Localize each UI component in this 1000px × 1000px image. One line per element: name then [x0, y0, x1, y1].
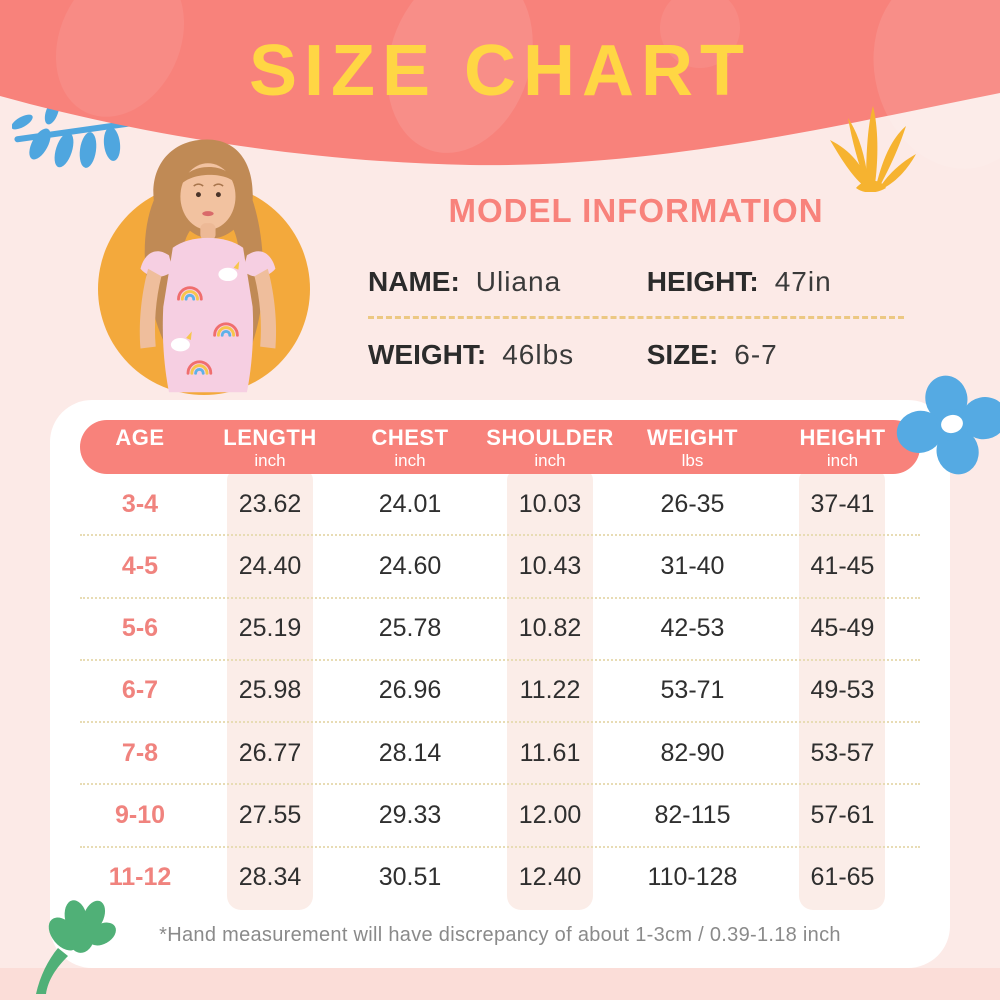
value-cell: 41-45: [810, 551, 875, 580]
column-header-age: AGE: [115, 425, 165, 450]
table-row: 3-4 23.62 24.01 10.03 26-35 37-41: [80, 474, 920, 537]
age-cell: 5-6: [121, 614, 159, 643]
value-cell: 53-57: [810, 738, 875, 767]
value-cell: 82-90: [660, 738, 725, 767]
name-value: Uliana: [475, 266, 562, 297]
value-cell: 28.34: [238, 863, 302, 892]
table-row: 11-12 28.34 30.51 12.40 110-128 61-65: [80, 848, 920, 908]
value-cell: 24.01: [378, 489, 442, 518]
column-header-weight: WEIGHT lbs: [647, 425, 738, 470]
model-photo: [139, 139, 277, 393]
size-value: 6-7: [734, 339, 778, 370]
value-cell: 61-65: [810, 863, 875, 892]
model-info-row: WEIGHT: 46lbs SIZE: 6-7: [368, 319, 904, 389]
value-cell: 10.82: [518, 614, 582, 643]
value-cell: 25.98: [238, 676, 302, 705]
page-title: SIZE CHART: [249, 31, 751, 111]
column-header-height: HEIGHT inch: [799, 425, 886, 470]
value-cell: 49-53: [810, 676, 875, 705]
model-weight-field: WEIGHT: 46lbs: [368, 339, 647, 371]
height-value: 47in: [774, 266, 832, 297]
age-cell: 4-5: [121, 551, 159, 580]
value-cell: 25.19: [238, 614, 302, 643]
age-cell: 6-7: [121, 676, 159, 705]
leaf-icon: [36, 900, 116, 994]
value-cell: 57-61: [810, 801, 875, 830]
value-cell: 29.33: [378, 801, 442, 830]
column-stripe: [799, 470, 885, 910]
model-size-field: SIZE: 6-7: [647, 339, 904, 371]
column-stripe: [507, 470, 593, 910]
value-cell: 53-71: [660, 676, 725, 705]
age-cell: 7-8: [121, 738, 159, 767]
table-header-row: AGE LENGTH inch CHEST inch SHOULDER inch…: [80, 420, 920, 474]
branch-icon: [12, 99, 136, 168]
value-cell: 110-128: [647, 863, 738, 892]
value-cell: 26.96: [378, 676, 442, 705]
value-cell: 10.03: [518, 489, 582, 518]
weight-value: 46lbs: [502, 339, 575, 370]
table-row: 7-8 26.77 28.14 11.61 82-90 53-57: [80, 723, 920, 786]
value-cell: 37-41: [810, 489, 875, 518]
value-cell: 28.14: [378, 738, 442, 767]
value-cell: 45-49: [810, 614, 875, 643]
value-cell: 11.61: [519, 738, 581, 767]
table-row: 6-7 25.98 26.96 11.22 53-71 49-53: [80, 661, 920, 724]
grass-icon: [830, 106, 916, 192]
value-cell: 24.40: [238, 551, 302, 580]
model-info-row: NAME: Uliana HEIGHT: 47in: [368, 246, 904, 319]
size-label: SIZE:: [646, 339, 719, 370]
column-header-shoulder: SHOULDER inch: [486, 425, 614, 470]
name-label: NAME:: [368, 266, 460, 297]
bottom-strip: [0, 968, 1000, 1000]
model-information-section: MODEL INFORMATION NAME: Uliana HEIGHT: 4…: [368, 192, 904, 389]
value-cell: 30.51: [378, 863, 442, 892]
model-height-field: HEIGHT: 47in: [647, 266, 904, 298]
footnote: *Hand measurement will have discrepancy …: [159, 924, 841, 946]
value-cell: 12.40: [518, 863, 582, 892]
table-row: 4-5 24.40 24.60 10.43 31-40 41-45: [80, 536, 920, 599]
flower-icon: [896, 375, 1000, 475]
table-row: 5-6 25.19 25.78 10.82 42-53 45-49: [80, 599, 920, 661]
value-cell: 24.60: [378, 551, 442, 580]
age-cell: 9-10: [114, 801, 166, 830]
age-cell: 11-12: [108, 863, 172, 892]
value-cell: 10.43: [518, 551, 582, 580]
value-cell: 11.22: [519, 676, 581, 705]
value-cell: 12.00: [518, 801, 582, 830]
table-body: 3-4 23.62 24.01 10.03 26-35 37-41 4-5 24.40 24.6…: [80, 474, 920, 908]
value-cell: 82-115: [654, 801, 731, 830]
model-information-heading: MODEL INFORMATION: [448, 192, 824, 229]
value-cell: 23.62: [238, 489, 302, 518]
column-header-length: LENGTH inch: [223, 425, 317, 470]
value-cell: 26.77: [238, 738, 302, 767]
column-stripe: [227, 470, 313, 910]
weight-label: WEIGHT:: [368, 339, 487, 370]
size-chart-card: AGE LENGTH inch CHEST inch SHOULDER inch…: [50, 400, 950, 968]
value-cell: 31-40: [660, 551, 725, 580]
model-name-field: NAME: Uliana: [368, 266, 647, 298]
age-cell: 3-4: [121, 489, 159, 518]
column-header-chest: CHEST inch: [371, 425, 449, 470]
table-row: 9-10 27.55 29.33 12.00 82-115 57-61: [80, 785, 920, 848]
height-label: HEIGHT:: [646, 266, 759, 297]
header-banner: [0, 0, 1000, 169]
value-cell: 26-35: [660, 489, 725, 518]
value-cell: 42-53: [660, 614, 725, 643]
value-cell: 25.78: [378, 614, 442, 643]
value-cell: 27.55: [238, 801, 302, 830]
